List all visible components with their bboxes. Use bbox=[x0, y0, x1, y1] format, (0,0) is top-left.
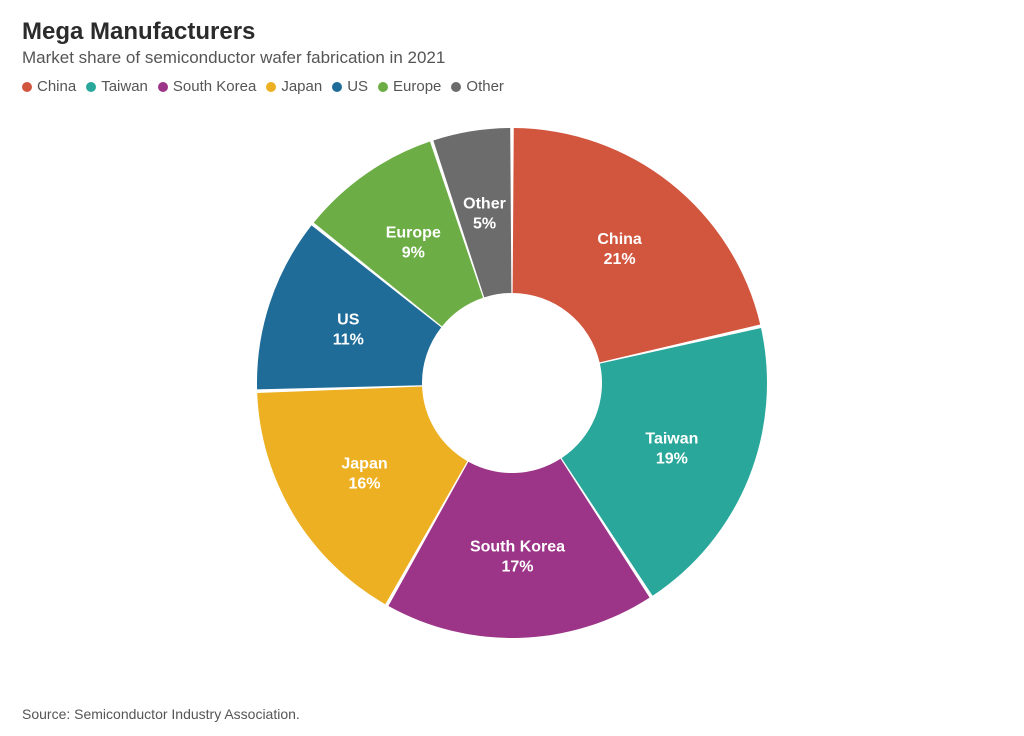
legend-item: South Korea bbox=[158, 78, 256, 95]
chart-title: Mega Manufacturers bbox=[22, 18, 1002, 46]
legend-item: Japan bbox=[266, 78, 322, 95]
legend-label: US bbox=[347, 78, 368, 95]
legend: China Taiwan South Korea Japan US Europe Other bbox=[22, 78, 1002, 95]
slice-value: 21% bbox=[604, 251, 636, 268]
slice-label: Other bbox=[463, 196, 506, 213]
legend-swatch bbox=[332, 82, 342, 92]
legend-label: Europe bbox=[393, 78, 441, 95]
slice-value: 11% bbox=[333, 332, 364, 349]
donut-chart: China 21% Taiwan 19% South Korea 17% Japan 16% U… bbox=[222, 103, 802, 663]
legend-swatch bbox=[22, 82, 32, 92]
slice-value: 9% bbox=[402, 245, 425, 262]
slice-label: South Korea bbox=[470, 538, 565, 555]
legend-label: China bbox=[37, 78, 76, 95]
slice-value: 19% bbox=[656, 451, 688, 468]
legend-label: Taiwan bbox=[101, 78, 148, 95]
legend-item: Taiwan bbox=[86, 78, 148, 95]
legend-swatch bbox=[378, 82, 388, 92]
slice-label: Japan bbox=[341, 455, 387, 472]
slice-label: China bbox=[597, 231, 642, 248]
legend-swatch bbox=[158, 82, 168, 92]
chart-subtitle: Market share of semiconductor wafer fabr… bbox=[22, 48, 1002, 68]
slice-value: 16% bbox=[348, 475, 380, 492]
slice-label: Taiwan bbox=[645, 431, 698, 448]
legend-swatch bbox=[266, 82, 276, 92]
legend-label: South Korea bbox=[173, 78, 256, 95]
legend-item: China bbox=[22, 78, 76, 95]
slice-value: 5% bbox=[473, 216, 496, 233]
legend-label: Other bbox=[466, 78, 504, 95]
source-attribution: Source: Semiconductor Industry Associati… bbox=[22, 706, 300, 722]
slice-label: US bbox=[337, 312, 360, 329]
legend-item: US bbox=[332, 78, 368, 95]
legend-item: Europe bbox=[378, 78, 441, 95]
legend-label: Japan bbox=[281, 78, 322, 95]
slice-value: 17% bbox=[501, 558, 533, 575]
chart-container: Mega Manufacturers Market share of semic… bbox=[0, 0, 1024, 736]
legend-swatch bbox=[86, 82, 96, 92]
legend-item: Other bbox=[451, 78, 504, 95]
slice-label: Europe bbox=[386, 225, 441, 242]
legend-swatch bbox=[451, 82, 461, 92]
chart-area: China 21% Taiwan 19% South Korea 17% Japan 16% U… bbox=[22, 103, 1002, 663]
